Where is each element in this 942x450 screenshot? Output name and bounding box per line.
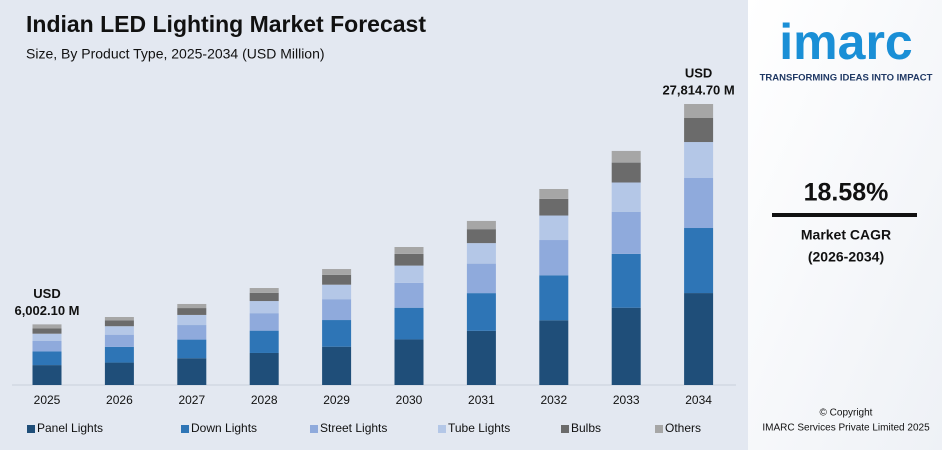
bar-segment — [177, 308, 207, 315]
cagr-value: 18.58% — [804, 179, 889, 207]
bar-segment — [249, 292, 279, 302]
bar-segment — [322, 284, 352, 300]
bar-segment — [394, 253, 424, 266]
bar-segment — [32, 365, 62, 385]
bar-segment — [684, 293, 714, 385]
cagr-label: Market CAGR — [801, 227, 891, 243]
bar-segment — [684, 104, 714, 118]
x-tick-label: 2025 — [34, 393, 61, 407]
chart-subtitle: Size, By Product Type, 2025-2034 (USD Mi… — [26, 46, 325, 62]
bar-segment — [539, 198, 569, 216]
x-tick-label: 2031 — [468, 393, 495, 407]
bar-segment — [684, 178, 714, 229]
bar-segment — [104, 326, 134, 335]
bar-segment — [177, 303, 207, 309]
bar-segment — [539, 320, 569, 385]
bar-segment — [249, 288, 279, 293]
bar-segment — [466, 229, 496, 244]
bar-segment — [466, 293, 496, 331]
bar-segment — [177, 358, 207, 385]
x-tick-label: 2029 — [323, 393, 350, 407]
bar-segment — [104, 317, 134, 321]
bar-segment — [539, 189, 569, 199]
copyright-holder: IMARC Services Private Limited 2025 — [762, 423, 930, 434]
bar-segment — [394, 265, 424, 283]
total-annotation: USD — [33, 286, 60, 301]
legend-swatch — [655, 425, 663, 433]
bar-segment — [32, 328, 62, 334]
divider — [772, 213, 917, 217]
bar-segment — [32, 351, 62, 366]
bar-segment — [684, 142, 714, 179]
x-tick-label: 2026 — [106, 393, 133, 407]
bar-segment — [394, 339, 424, 385]
bar-segment — [322, 299, 352, 321]
bar-segment — [177, 325, 207, 340]
bar-segment — [466, 330, 496, 385]
bar-segment — [249, 352, 279, 385]
copyright: © Copyright — [820, 408, 873, 419]
bar-segment — [394, 247, 424, 254]
legend-label: Tube Lights — [448, 421, 510, 435]
chart-title: Indian LED Lighting Market Forecast — [26, 11, 426, 37]
bar-segment — [104, 334, 134, 347]
sidebar-background — [748, 0, 942, 450]
x-tick-label: 2028 — [251, 393, 278, 407]
bar-segment — [249, 313, 279, 331]
tagline: TRANSFORMING IDEAS INTO IMPACT — [760, 73, 933, 84]
legend-swatch — [181, 425, 189, 433]
bar-segment — [466, 220, 496, 230]
bar-segment — [104, 320, 134, 327]
bar-segment — [394, 307, 424, 340]
bar-segment — [249, 301, 279, 314]
legend-label: Street Lights — [320, 421, 387, 435]
bar-segment — [32, 341, 62, 352]
bar-segment — [539, 240, 569, 276]
legend-swatch — [438, 425, 446, 433]
bar-segment — [611, 253, 641, 308]
x-tick-label: 2033 — [613, 393, 640, 407]
bar-segment — [322, 346, 352, 385]
bar-segment — [177, 314, 207, 326]
bar-segment — [322, 269, 352, 275]
bar-segment — [684, 117, 714, 143]
bar-segment — [466, 263, 496, 294]
legend-swatch — [27, 425, 35, 433]
bar-segment — [684, 228, 714, 294]
bar-segment — [249, 330, 279, 353]
bar-segment — [539, 275, 569, 321]
legend-label: Others — [665, 421, 701, 435]
logo: imarc — [779, 14, 912, 70]
total-annotation: 27,814.70 M — [662, 82, 734, 97]
bar-segment — [611, 211, 641, 254]
cagr-period: (2026-2034) — [808, 249, 884, 265]
bar-segment — [611, 162, 641, 183]
legend-label: Bulbs — [571, 421, 601, 435]
legend-swatch — [561, 425, 569, 433]
bar-segment — [32, 333, 62, 342]
legend-swatch — [310, 425, 318, 433]
bar-segment — [32, 324, 62, 329]
bar-segment — [322, 320, 352, 347]
bar-segment — [611, 150, 641, 163]
bar-segment — [611, 182, 641, 212]
legend-label: Panel Lights — [37, 421, 103, 435]
x-tick-label: 2032 — [540, 393, 567, 407]
bar-segment — [611, 307, 641, 385]
x-tick-label: 2027 — [178, 393, 205, 407]
bar-segment — [322, 274, 352, 285]
bar-segment — [104, 346, 134, 363]
x-tick-label: 2030 — [396, 393, 423, 407]
total-annotation: 6,002.10 M — [14, 303, 79, 318]
bar-segment — [466, 243, 496, 264]
x-tick-label: 2034 — [685, 393, 712, 407]
total-annotation: USD — [685, 65, 712, 80]
bar-segment — [177, 339, 207, 359]
bar-segment — [539, 215, 569, 241]
legend-label: Down Lights — [191, 421, 257, 435]
bar-segment — [394, 282, 424, 308]
bar-segment — [104, 362, 134, 385]
